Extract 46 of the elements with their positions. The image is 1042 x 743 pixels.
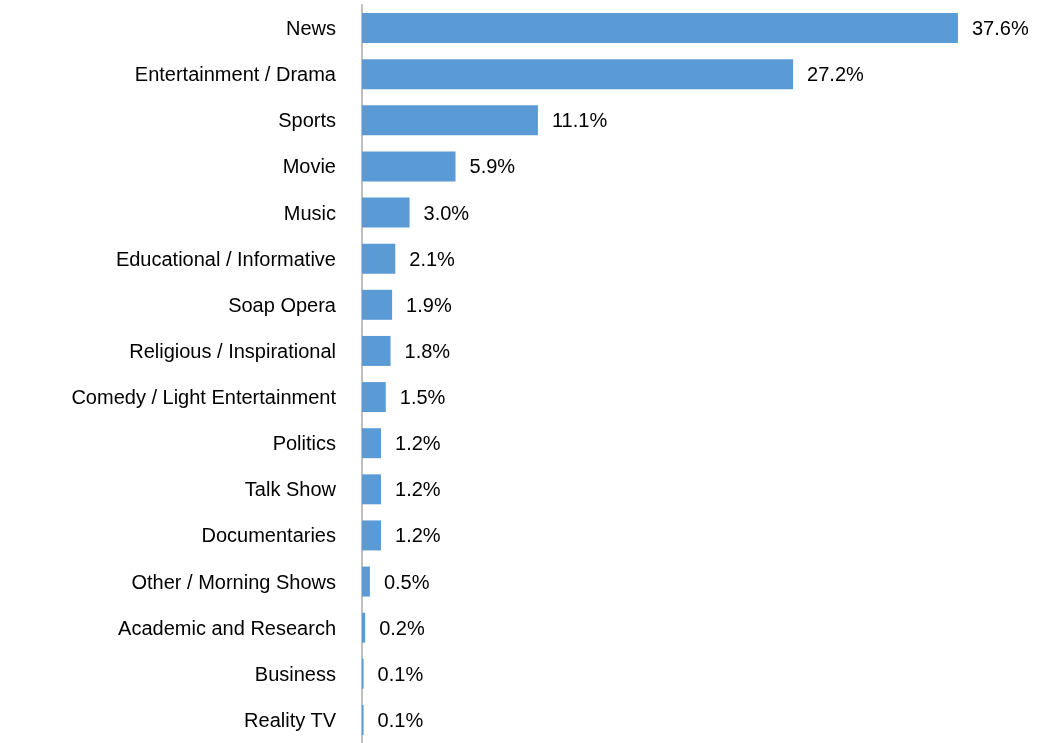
data-label: 2.1%	[409, 247, 456, 270]
y-tick-label: Educational / Informative	[115, 247, 336, 270]
data-label: 0.1%	[377, 662, 424, 685]
y-tick-label: Politics	[272, 432, 336, 455]
y-tick-label: Other / Morning Shows	[131, 570, 336, 593]
data-label: 1.2%	[395, 478, 441, 501]
data-label: 0.1%	[377, 708, 424, 731]
bar	[362, 105, 538, 136]
y-tick-label: Reality TV	[244, 708, 337, 731]
data-label: 1.5%	[399, 386, 446, 409]
data-label: 0.2%	[379, 616, 425, 639]
y-tick-label: Soap Opera	[228, 293, 337, 316]
data-label: 3.0%	[423, 201, 470, 224]
y-tick-label: Academic and Research	[118, 616, 336, 639]
bar	[362, 289, 393, 320]
data-label: 1.2%	[395, 432, 441, 455]
bar	[362, 197, 410, 228]
y-tick-label: Music	[283, 201, 336, 224]
data-label: 1.2%	[395, 524, 441, 547]
bar	[362, 59, 794, 90]
y-tick-label: Sports	[278, 109, 336, 132]
data-label: 1.9%	[406, 293, 452, 316]
bar	[362, 474, 382, 505]
bar	[362, 382, 386, 413]
data-label: 1.8%	[404, 339, 451, 362]
data-label: 27.2%	[807, 63, 865, 86]
bar	[362, 243, 396, 274]
bar	[362, 612, 366, 643]
data-label: 37.6%	[971, 17, 1029, 40]
y-tick-label: Comedy / Light Entertainment	[71, 386, 337, 409]
bar	[362, 151, 456, 182]
y-tick-label: Religious / Inspirational	[129, 339, 336, 362]
data-label: 11.1%	[551, 109, 608, 132]
data-label: 0.5%	[383, 570, 430, 593]
data-label: 5.9%	[469, 155, 516, 178]
y-tick-label: Entertainment / Drama	[134, 63, 337, 86]
bar	[362, 520, 382, 551]
y-tick-label: News	[285, 17, 336, 40]
bar	[362, 335, 391, 366]
bar	[362, 428, 382, 459]
bar	[362, 13, 958, 44]
y-tick-label: Documentaries	[201, 524, 336, 547]
y-tick-label: Talk Show	[244, 478, 337, 501]
y-tick-label: Movie	[282, 155, 336, 178]
bar	[362, 566, 370, 597]
y-tick-label: Business	[254, 662, 336, 685]
